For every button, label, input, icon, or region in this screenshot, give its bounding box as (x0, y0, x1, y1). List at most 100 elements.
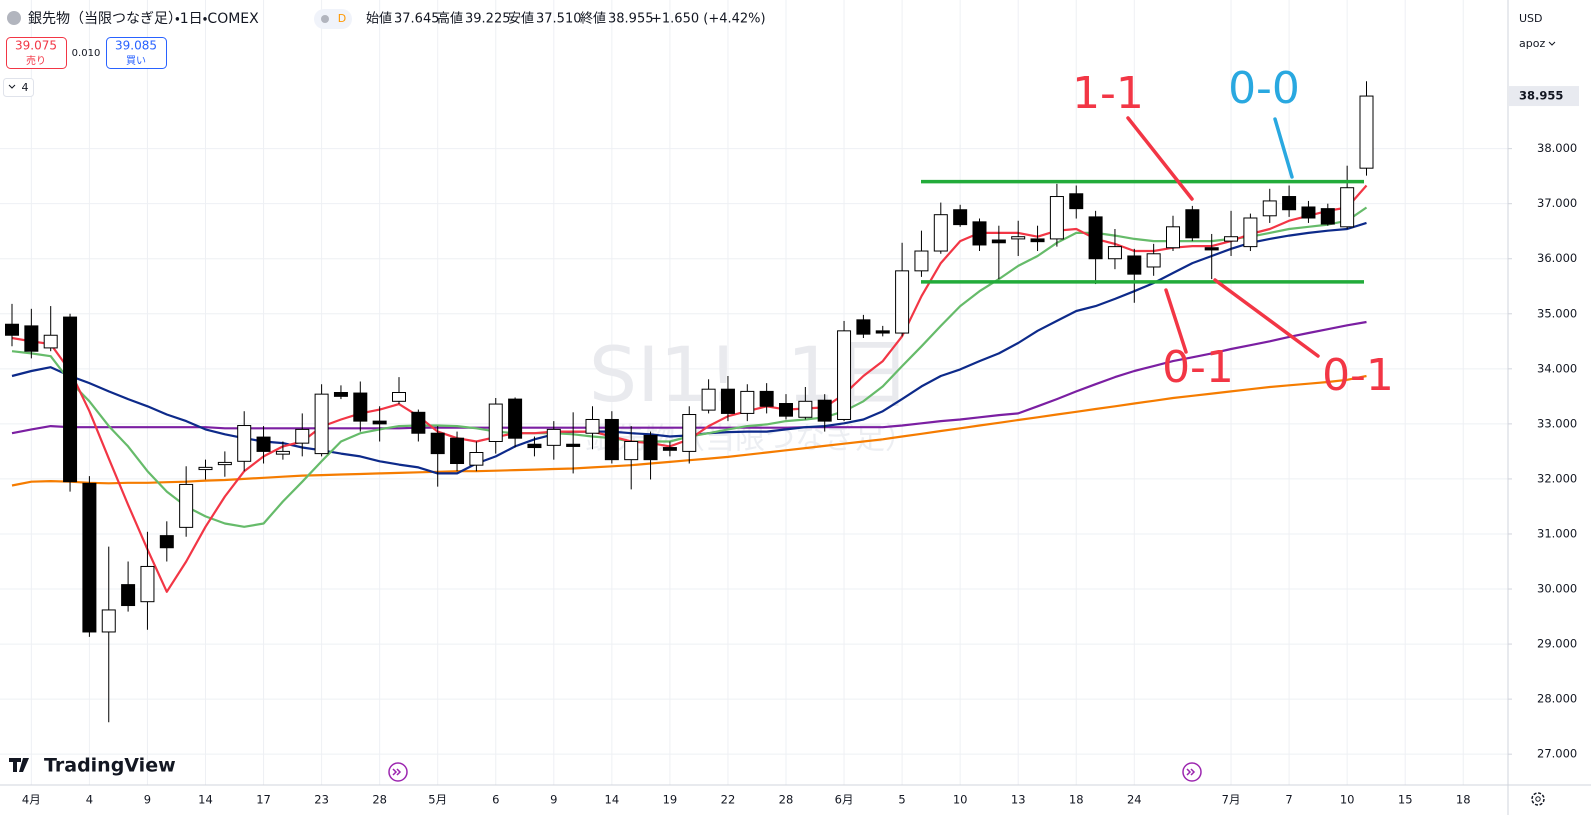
interval-badge: D (338, 12, 346, 25)
logo-mark (9, 758, 29, 772)
x-tick-label: 18 (1456, 793, 1471, 807)
x-tick-label: 4月 (22, 793, 41, 807)
candle-body (1224, 236, 1239, 242)
buy-button[interactable] (106, 37, 167, 69)
candle-body (1262, 200, 1277, 217)
candle-body (953, 209, 968, 226)
annotation-layer: 1-1 0-0 0-1 0-1 (921, 63, 1394, 401)
event-icon (1186, 768, 1196, 776)
y-tick-label: 37.000 (1537, 196, 1577, 210)
candle-body (527, 443, 542, 449)
annotation-label: 0-1 (1322, 350, 1394, 401)
last-price-label: 38.955 (1519, 89, 1563, 103)
y-tick-label: 27.000 (1537, 747, 1577, 761)
candle-body (159, 535, 174, 549)
y-tick-label: 35.000 (1537, 306, 1577, 320)
candle-body (372, 420, 387, 425)
x-tick-label: 15 (1398, 793, 1413, 807)
candle-body (353, 392, 368, 422)
candle-body (1204, 247, 1219, 251)
candle-body (585, 418, 600, 434)
candle-body (1146, 253, 1161, 268)
x-tick-label: 18 (1069, 793, 1084, 807)
candle-body (1011, 236, 1026, 240)
candle-body (759, 390, 774, 407)
candle-body (682, 414, 697, 452)
logo-text: TradingView (44, 755, 176, 777)
candle-body (469, 452, 484, 466)
change: +1.650 (+4.42%) (651, 12, 766, 27)
candle-body (740, 390, 755, 414)
candle-body (121, 584, 136, 607)
annotation-pointer (1126, 116, 1194, 201)
sell-label: 売り (26, 54, 46, 67)
currency[interactable]: USD (1519, 12, 1543, 25)
x-tick-label: 7 (1285, 793, 1292, 807)
x-tick-label: 14 (605, 793, 620, 807)
candle-body (450, 437, 465, 465)
candle-body (488, 403, 503, 442)
candle-body (140, 565, 155, 603)
candle-body (63, 316, 78, 483)
candle-body (875, 330, 890, 334)
low-value: 37.510 (536, 12, 582, 27)
indicator-count: 4 (22, 81, 29, 94)
x-tick-label: 14 (198, 793, 213, 807)
settings-icon[interactable] (1531, 792, 1545, 806)
candle-body (24, 325, 39, 352)
candle-body (566, 443, 581, 447)
low-label: 安値 (508, 11, 534, 27)
high-value: 39.225 (465, 12, 511, 27)
y-tick-label: 36.000 (1537, 251, 1577, 265)
event-marker[interactable] (388, 762, 408, 782)
candle-body (1107, 246, 1122, 260)
candle-body (508, 398, 523, 439)
indicator-toggle[interactable] (3, 78, 34, 97)
close-label: 終値 (580, 11, 606, 27)
candle-body (662, 447, 677, 451)
candle-body (1088, 216, 1103, 260)
annotation-pointer (1164, 288, 1188, 354)
symbol-title[interactable]: 銀先物（当限つなぎ足）・1日・COMEX (28, 11, 259, 27)
open-label: 始値 (366, 11, 392, 27)
candle-body (1166, 226, 1180, 249)
candle-body (798, 400, 813, 418)
y-tick-label: 28.000 (1537, 692, 1577, 706)
candle-body (82, 482, 97, 633)
candle-body (1301, 206, 1316, 219)
x-tick-label: 5 (898, 793, 905, 807)
buy-label: 買い (126, 55, 146, 67)
open-value: 37.645 (394, 12, 440, 27)
close-value: 38.955 (608, 12, 654, 27)
sell-button[interactable] (6, 37, 67, 69)
candle-body (1359, 95, 1374, 169)
high-label: 高値 (437, 11, 463, 27)
event-marker[interactable] (1182, 762, 1202, 782)
candle-body (179, 483, 194, 528)
candle-body (256, 436, 271, 452)
x-tick-label: 28 (779, 793, 794, 807)
candle-body (1243, 217, 1258, 248)
candle-body (720, 388, 735, 414)
scale-mode[interactable]: apoz (1519, 37, 1545, 50)
last-price-badge (1509, 86, 1579, 107)
x-tick-label: 4 (86, 793, 93, 807)
candle-body (101, 609, 116, 633)
chevron-icon (1548, 41, 1556, 46)
candle-body (643, 434, 658, 461)
candle-body (1185, 209, 1200, 239)
x-tick-label: 9 (550, 793, 557, 807)
candle-body (430, 432, 445, 455)
x-tick-label: 23 (314, 793, 329, 807)
y-tick-label: 33.000 (1537, 416, 1577, 430)
chevron-icon (8, 84, 16, 89)
header: 銀先物（当限つなぎ足）・1日・COMEX D 始値 37.645 高値 39.2… (3, 9, 1556, 97)
x-tick-label: 10 (1340, 793, 1355, 807)
y-tick-label: 34.000 (1537, 361, 1577, 375)
candle-body (1340, 187, 1355, 228)
candle-body (333, 392, 348, 397)
interval-badge-bg (314, 9, 352, 29)
candle-body (1030, 238, 1045, 243)
